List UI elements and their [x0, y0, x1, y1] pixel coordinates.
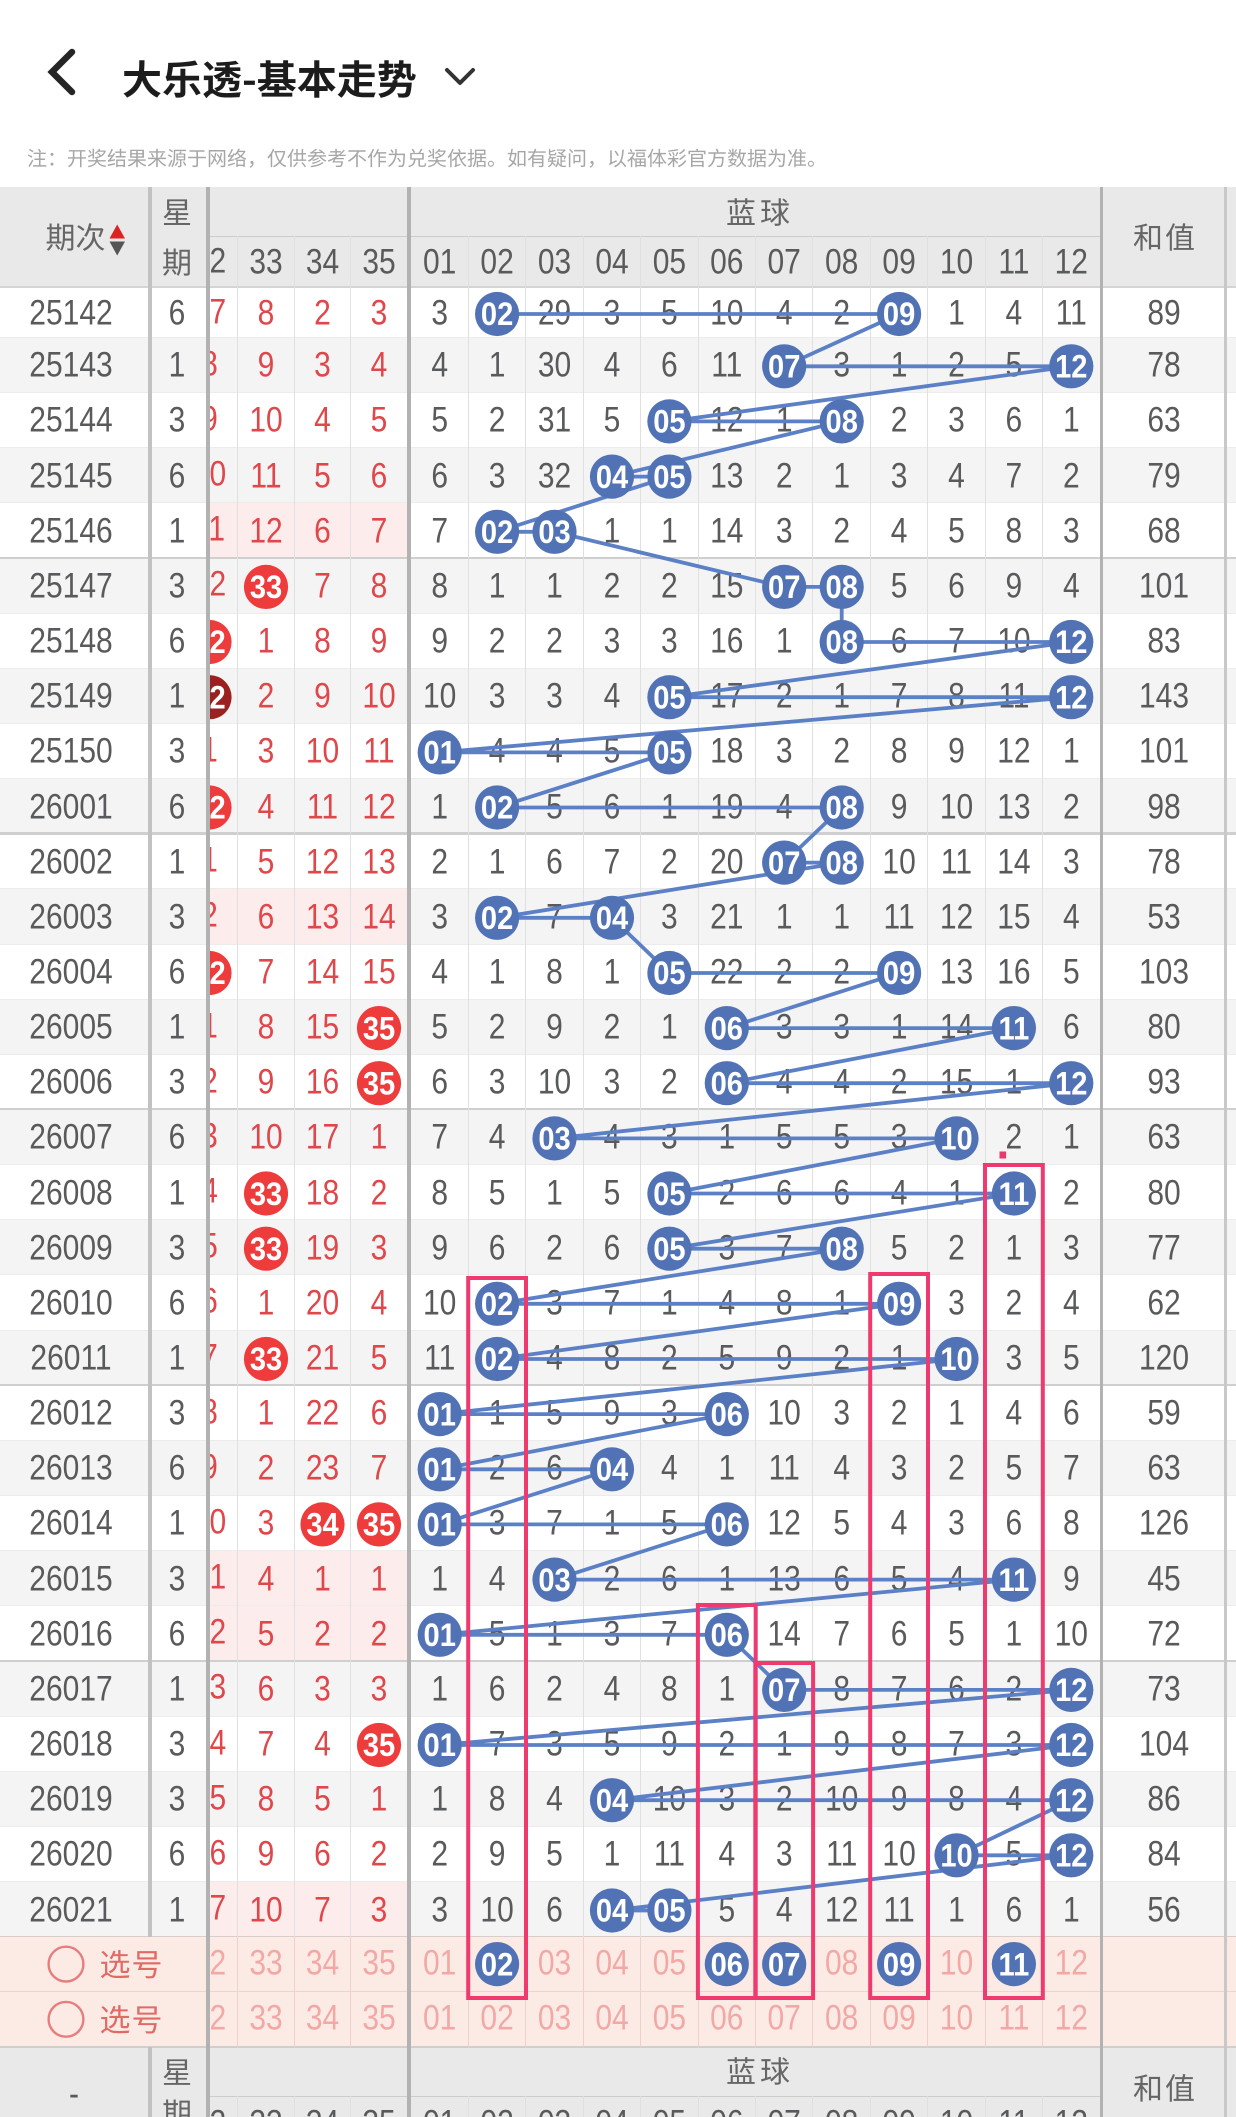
svg-text:12: 12 — [1055, 624, 1087, 661]
svg-text:35: 35 — [363, 1065, 395, 1102]
svg-text:05: 05 — [653, 1892, 685, 1929]
svg-text:09: 09 — [883, 1946, 915, 1983]
svg-text:08: 08 — [826, 569, 858, 606]
svg-text:32: 32 — [193, 955, 225, 992]
svg-text:05: 05 — [653, 955, 685, 992]
svg-text:08: 08 — [826, 789, 858, 826]
svg-text:33: 33 — [250, 569, 282, 606]
svg-text:07: 07 — [768, 569, 800, 606]
svg-text:06: 06 — [711, 1946, 743, 1983]
svg-text:06: 06 — [711, 1617, 743, 1654]
svg-text:04: 04 — [596, 458, 628, 495]
svg-text:34: 34 — [306, 1506, 338, 1543]
svg-text:03: 03 — [538, 1120, 570, 1157]
svg-text:33: 33 — [250, 1341, 282, 1378]
svg-text:35: 35 — [363, 1010, 395, 1047]
svg-text:02: 02 — [481, 900, 513, 937]
svg-text:07: 07 — [768, 348, 800, 385]
svg-text:06: 06 — [711, 1396, 743, 1433]
svg-text:32: 32 — [193, 789, 225, 826]
svg-text:01: 01 — [424, 1727, 456, 1764]
svg-text:05: 05 — [653, 1230, 685, 1267]
svg-text:05: 05 — [653, 734, 685, 771]
svg-text:09: 09 — [883, 955, 915, 992]
svg-text:03: 03 — [538, 1561, 570, 1598]
svg-text:04: 04 — [596, 1451, 628, 1488]
svg-text:06: 06 — [711, 1065, 743, 1102]
svg-text:33: 33 — [250, 1230, 282, 1267]
svg-text:11: 11 — [999, 1175, 1030, 1212]
svg-text:02: 02 — [481, 1286, 513, 1323]
svg-text:06: 06 — [711, 1506, 743, 1543]
svg-text:04: 04 — [596, 900, 628, 937]
svg-text:12: 12 — [1055, 348, 1087, 385]
svg-text:09: 09 — [883, 296, 915, 333]
svg-text:04: 04 — [596, 1782, 628, 1819]
svg-text:10: 10 — [940, 1837, 972, 1874]
svg-text:05: 05 — [653, 1175, 685, 1212]
svg-text:10: 10 — [940, 1341, 972, 1378]
svg-text:12: 12 — [1055, 679, 1087, 716]
svg-text:10: 10 — [940, 1120, 972, 1157]
svg-text:07: 07 — [768, 844, 800, 881]
svg-text:02: 02 — [481, 1946, 513, 1983]
svg-text:33: 33 — [250, 1175, 282, 1212]
svg-text:08: 08 — [826, 1230, 858, 1267]
svg-text:08: 08 — [826, 624, 858, 661]
svg-text:11: 11 — [999, 1946, 1030, 1983]
svg-text:02: 02 — [481, 296, 513, 333]
svg-text:05: 05 — [653, 679, 685, 716]
svg-text:04: 04 — [596, 1892, 628, 1929]
svg-text:35: 35 — [363, 1727, 395, 1764]
svg-text:08: 08 — [826, 403, 858, 440]
svg-text:12: 12 — [1055, 1837, 1087, 1874]
svg-text:32: 32 — [193, 679, 225, 716]
svg-text:01: 01 — [424, 734, 456, 771]
svg-text:12: 12 — [1055, 1727, 1087, 1764]
svg-text:02: 02 — [481, 514, 513, 551]
svg-text:12: 12 — [1055, 1672, 1087, 1709]
svg-text:06: 06 — [711, 1010, 743, 1047]
svg-text:01: 01 — [424, 1506, 456, 1543]
svg-text:11: 11 — [999, 1561, 1030, 1598]
svg-text:02: 02 — [481, 789, 513, 826]
svg-text:05: 05 — [653, 403, 685, 440]
svg-text:12: 12 — [1055, 1782, 1087, 1819]
svg-text:01: 01 — [424, 1617, 456, 1654]
svg-text:32: 32 — [193, 624, 225, 661]
svg-text:05: 05 — [653, 458, 685, 495]
svg-text:35: 35 — [363, 1506, 395, 1543]
svg-text:02: 02 — [481, 1341, 513, 1378]
svg-text:01: 01 — [424, 1396, 456, 1433]
svg-text:11: 11 — [999, 1010, 1030, 1047]
svg-text:07: 07 — [768, 1946, 800, 1983]
svg-text:07: 07 — [768, 1672, 800, 1709]
svg-text:01: 01 — [424, 1451, 456, 1488]
svg-text:03: 03 — [538, 514, 570, 551]
svg-text:08: 08 — [826, 844, 858, 881]
svg-text:12: 12 — [1055, 1065, 1087, 1102]
svg-text:09: 09 — [883, 1286, 915, 1323]
